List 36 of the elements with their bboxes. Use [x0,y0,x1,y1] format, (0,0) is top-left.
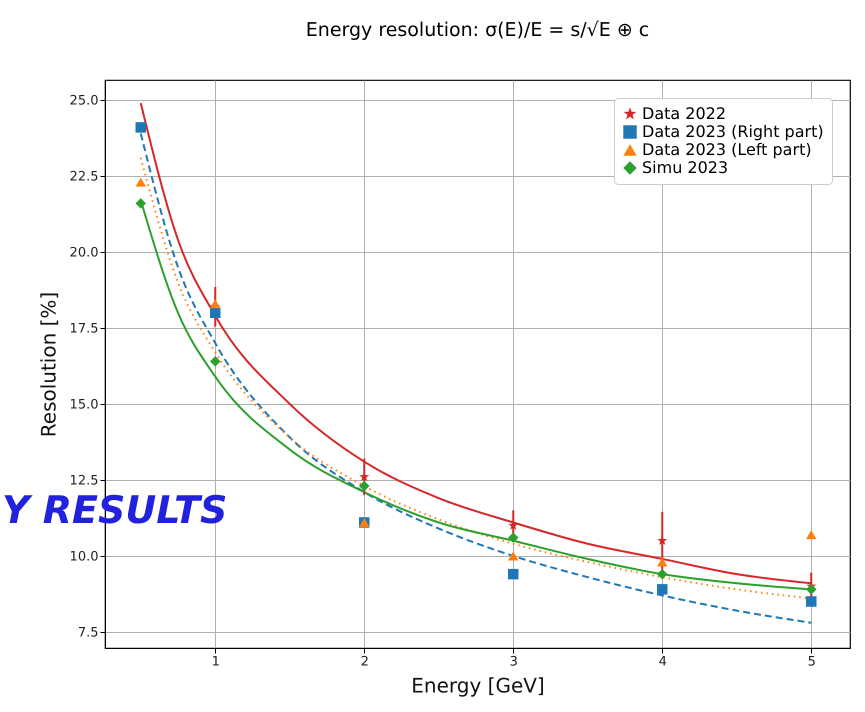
y-tick-label: 10.0 [70,549,98,564]
y-tick-label: 25.0 [70,94,98,109]
point [210,299,221,308]
y-tick-label: 7.5 [78,625,98,640]
point [806,596,817,607]
point [657,557,668,567]
point [359,480,370,492]
point [508,568,519,580]
point [136,198,146,209]
legend-label: Data 2022 [642,104,726,123]
y-tick-label: 20.0 [70,246,98,261]
y-tick-label: 17.5 [70,321,98,336]
point [136,122,146,133]
legend-label: Simu 2023 [642,158,728,177]
x-tick-label: 2 [360,654,369,670]
point [657,568,668,580]
point [508,532,519,543]
y-tick-label: 12.5 [70,473,98,488]
x-tick-label: 5 [808,654,816,670]
legend-label: Data 2023 (Right part) [642,122,824,141]
y-tick-label: 22.5 [70,170,98,185]
chart-title: Energy resolution: σ(E)/E = s/√E ⊕ c [306,19,650,41]
point [136,178,146,187]
x-tick-label: 1 [212,654,220,670]
legend-label: Data 2023 (Left part) [642,140,812,159]
point [210,356,221,367]
x-axis-title: Energy [GeV] [411,674,545,698]
point [657,584,668,595]
x-tick-label: 4 [658,654,667,670]
point [508,551,519,560]
point [806,584,817,595]
point [210,308,221,318]
y-axis-title: Resolution [%] [36,292,61,438]
x-tick-label: 3 [510,654,518,670]
y-tick-label: 15.0 [70,397,98,412]
point [806,530,817,540]
